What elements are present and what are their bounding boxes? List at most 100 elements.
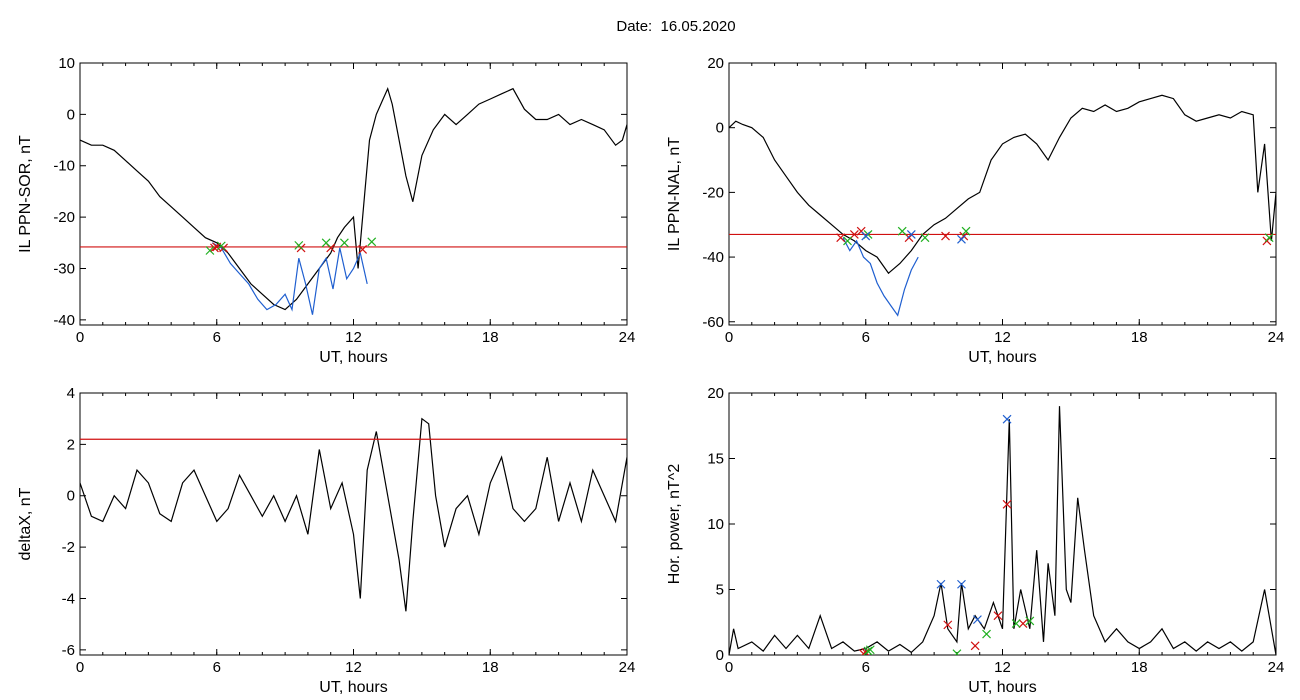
marker-green (920, 233, 930, 243)
plot-frame (79, 62, 628, 326)
series-line-1 (80, 417, 627, 612)
marker-red (943, 620, 953, 630)
x-tick-label: 12 (994, 659, 1011, 676)
x-axis-label: UT, hours (968, 679, 1036, 696)
panel-4: 0 6 12 18 24 20 15 10 5 0 UT, hours Hor. power, nT^… (666, 385, 1284, 696)
y-tick-label: -4 (62, 590, 75, 607)
y-tick-label: 0 (716, 120, 724, 137)
x-tick-label: 6 (213, 659, 221, 676)
x-tick-label: 24 (1268, 329, 1285, 346)
y-tick-label: -20 (53, 209, 75, 226)
y-tick-label: 2 (67, 436, 75, 453)
x-tick-label: 24 (619, 329, 636, 346)
marker-blue (957, 234, 966, 244)
x-tick-label: 24 (619, 659, 636, 676)
y-tick-label: 0 (716, 647, 724, 664)
x-tick-label: 12 (345, 329, 362, 346)
y-tick-label: 4 (67, 385, 75, 402)
x-tick-label: 6 (862, 659, 870, 676)
marker-blue (861, 231, 871, 241)
series-line-2 (211, 242, 368, 315)
series-line-1 (729, 94, 1276, 275)
y-tick-label: 20 (707, 55, 724, 72)
x-axis-label: UT, hours (968, 349, 1036, 366)
y-tick-label: 20 (707, 385, 724, 402)
marker-red (836, 233, 846, 243)
y-axis-label: IL PPN-SOR, nT (17, 135, 34, 253)
marker-red (358, 245, 368, 254)
marker-green (982, 629, 991, 639)
y-tick-label: -40 (53, 312, 75, 329)
panel-1: 0 6 12 18 24 10 0 -10 -20 -30 -40 UT, hours IL PPN-S… (17, 55, 635, 366)
y-axis-label: deltaX, nT (17, 487, 34, 560)
x-tick-label: 18 (482, 659, 499, 676)
marker-green (843, 236, 852, 246)
marker-green (863, 646, 873, 655)
marker-green (339, 238, 349, 248)
y-tick-label: 15 (707, 451, 724, 468)
page-title: Date: 16.05.2020 (616, 18, 736, 35)
y-tick-label: -2 (62, 539, 75, 556)
marker-green (367, 237, 377, 247)
plot-area (729, 94, 1276, 317)
marker-blue (906, 230, 916, 239)
x-axis-label: UT, hours (319, 349, 387, 366)
plot-area (80, 86, 627, 315)
marker-blue (973, 615, 982, 625)
y-tick-label: 0 (67, 106, 75, 123)
marker-red (861, 647, 871, 655)
marker-green (1264, 233, 1274, 243)
x-tick-label: 6 (213, 329, 221, 346)
panel-3: 0 6 12 18 24 4 2 0 -2 -4 -6 UT, hours deltaX, nT (17, 385, 635, 696)
marker-red (1018, 619, 1028, 628)
panel-2: 0 6 12 18 24 20 0 -20 -40 -60 UT, hours IL PPN-NAL,… (666, 55, 1284, 366)
marker-green (294, 240, 304, 250)
marker-green (865, 645, 875, 655)
x-tick-label: 6 (862, 329, 870, 346)
y-tick-label: -60 (702, 314, 724, 331)
marker-blue (1002, 414, 1012, 424)
x-tick-label: 0 (76, 659, 84, 676)
x-tick-label: 12 (345, 659, 362, 676)
marker-blue (936, 579, 946, 589)
marker-red (970, 641, 980, 651)
x-axis-label: UT, hours (319, 679, 387, 696)
marker-red (859, 649, 868, 655)
x-tick-label: 18 (482, 329, 499, 346)
x-tick-label: 12 (994, 329, 1011, 346)
x-tick-label: 0 (76, 329, 84, 346)
y-tick-label: 10 (58, 55, 75, 72)
y-tick-label: -10 (53, 158, 75, 175)
marker-red (941, 231, 950, 241)
marker-red (993, 611, 1003, 621)
marker-red (210, 243, 219, 253)
x-tick-label: 18 (1131, 329, 1148, 346)
y-tick-label: 5 (716, 582, 724, 599)
marker-green (961, 226, 971, 236)
series-line-2 (842, 237, 919, 317)
y-tick-label: -20 (702, 184, 724, 201)
y-tick-label: 10 (707, 516, 724, 533)
y-tick-label: -30 (53, 260, 75, 277)
series-line-1 (80, 86, 627, 311)
series-line-1 (729, 406, 1276, 655)
y-tick-label: -40 (702, 249, 724, 266)
marker-green (952, 649, 962, 655)
marker-green (897, 226, 907, 236)
x-tick-label: 0 (725, 659, 733, 676)
marker-green (205, 246, 215, 255)
plot-frame (728, 62, 1277, 326)
y-tick-label: -6 (62, 642, 75, 659)
y-axis-label: Hor. power, nT^2 (666, 464, 683, 585)
marker-blue (957, 579, 966, 589)
y-axis-label: IL PPN-NAL, nT (666, 137, 683, 251)
plot-frame (79, 392, 628, 656)
marker-green (321, 238, 331, 248)
plot-area (80, 417, 627, 612)
marker-green (1025, 616, 1035, 626)
plot-area (729, 406, 1276, 655)
marker-green (1011, 619, 1021, 628)
y-tick-label: 0 (67, 488, 75, 505)
x-tick-label: 18 (1131, 659, 1148, 676)
